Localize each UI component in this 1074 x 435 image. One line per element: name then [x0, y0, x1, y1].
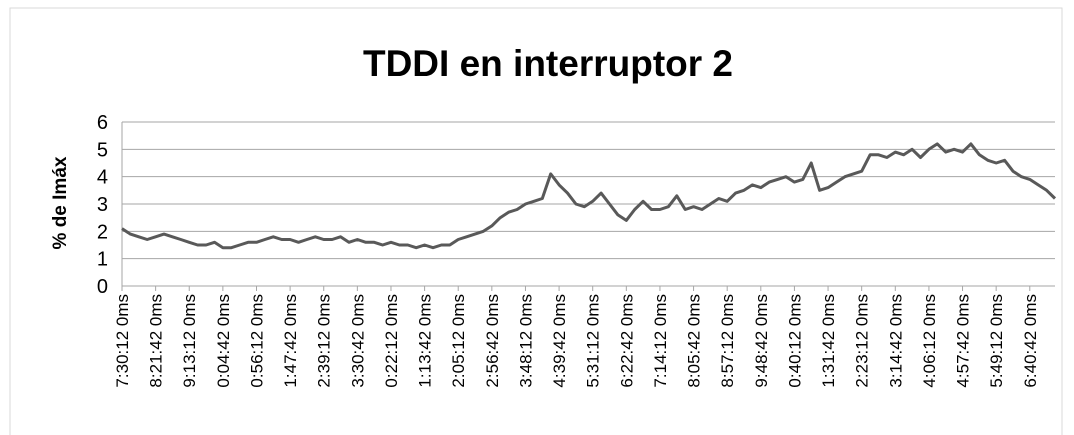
x-tick-label: 2:05:12 0ms — [449, 294, 468, 388]
x-tick-label: 4:39:42 0ms — [550, 294, 569, 388]
x-tick-label: 9:13:12 0ms — [180, 294, 199, 388]
x-tick-label: 1:31:42 0ms — [819, 294, 838, 388]
data-line — [121, 142, 1057, 250]
x-tick-label: 6:40:42 0ms — [1021, 294, 1040, 388]
x-tick-label: 6:22:42 0ms — [617, 294, 636, 388]
x-tick-label: 7:30:12 0ms — [113, 294, 132, 388]
x-tick-label: 0:40:12 0ms — [785, 294, 804, 388]
x-tick-label: 2:39:12 0ms — [315, 294, 334, 388]
y-tick-label: 0 — [97, 276, 108, 298]
x-tick-label: 9:48:42 0ms — [752, 294, 771, 388]
x-tick-label: 8:57:12 0ms — [718, 294, 737, 388]
y-tick-label: 6 — [97, 112, 108, 134]
x-tick-label: 2:56:42 0ms — [483, 294, 502, 388]
x-tick-label: 5:49:12 0ms — [987, 294, 1006, 388]
x-tick-label: 7:14:12 0ms — [651, 294, 670, 388]
y-axis-label: % de Imáx — [50, 156, 71, 249]
x-tick-label: 4:57:42 0ms — [954, 294, 973, 388]
chart-title: TDDI en interruptor 2 — [363, 43, 733, 84]
x-tick-label: 3:48:12 0ms — [516, 294, 535, 388]
x-tick-label: 3:30:42 0ms — [348, 294, 367, 388]
y-tick-label: 4 — [97, 167, 108, 189]
x-tick-label: 3:14:42 0ms — [886, 294, 905, 388]
x-tick-label: 1:47:42 0ms — [281, 294, 300, 388]
y-tick-label: 1 — [97, 249, 108, 271]
y-tick-label: 2 — [97, 221, 108, 243]
x-tick-label: 0:22:12 0ms — [382, 294, 401, 388]
x-tick-label: 0:56:12 0ms — [247, 294, 266, 388]
y-tick-label: 3 — [97, 194, 108, 216]
x-tick-label: 2:23:12 0ms — [853, 294, 872, 388]
x-tick-label: 0:04:42 0ms — [214, 294, 233, 388]
x-tick-label: 8:21:42 0ms — [147, 294, 166, 388]
x-tick-label: 1:13:42 0ms — [416, 294, 435, 388]
x-tick-label: 5:31:12 0ms — [584, 294, 603, 388]
x-tick-label: 4:06:12 0ms — [920, 294, 939, 388]
y-tick-label: 5 — [97, 139, 108, 161]
chart-frame — [9, 7, 1063, 435]
x-tick-label: 8:05:42 0ms — [685, 294, 704, 388]
